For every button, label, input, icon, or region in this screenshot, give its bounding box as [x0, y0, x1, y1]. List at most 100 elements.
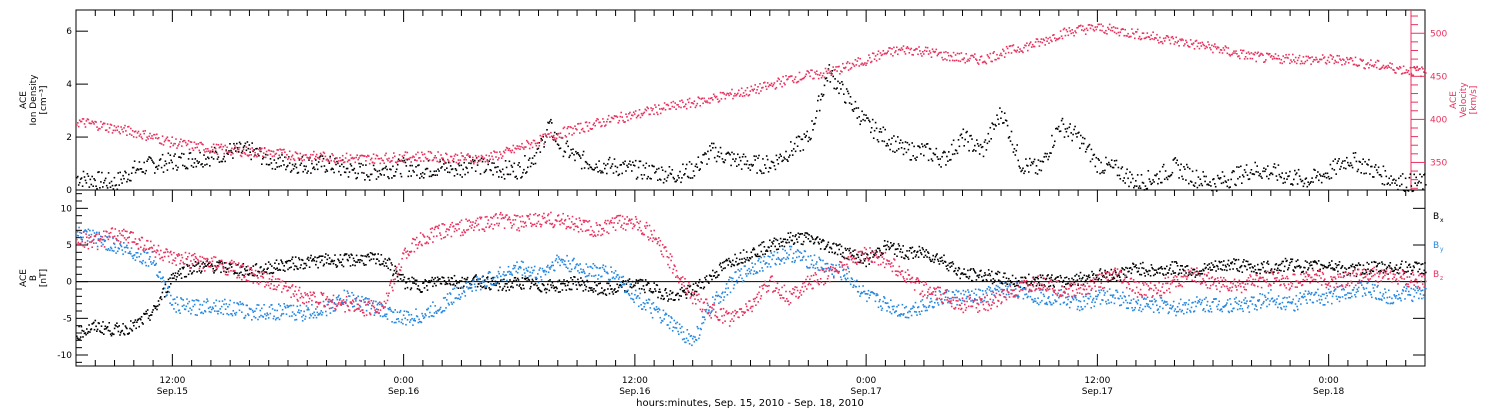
by-point	[106, 249, 109, 251]
velocity-point	[419, 157, 421, 159]
density-point	[400, 175, 403, 178]
density-point	[790, 141, 792, 143]
density-point	[209, 165, 211, 167]
density-point	[1140, 174, 1143, 176]
bx-point	[574, 280, 577, 283]
density-point	[376, 170, 379, 173]
velocity-point	[1419, 67, 1421, 70]
by-point	[117, 247, 120, 249]
density-point	[1359, 161, 1362, 163]
density-point	[576, 152, 578, 155]
bx-point	[682, 291, 685, 293]
velocity-point	[1024, 44, 1026, 47]
density-point	[685, 163, 688, 166]
bx-point	[926, 256, 928, 258]
density-point	[1164, 170, 1167, 172]
density-point	[977, 145, 980, 147]
bx-point	[587, 290, 590, 292]
density-point	[1419, 173, 1421, 176]
bx-point	[1221, 269, 1224, 271]
velocity-point	[1073, 34, 1075, 37]
velocity-point	[1222, 47, 1225, 49]
density-point	[677, 174, 679, 177]
density-point	[353, 167, 356, 170]
velocity-point	[349, 154, 352, 156]
bx-point	[564, 283, 566, 285]
density-point	[893, 135, 895, 137]
velocity-point	[833, 69, 835, 71]
density-point	[434, 174, 436, 176]
bx-point	[977, 274, 979, 277]
bx-point	[475, 274, 477, 276]
bx-point	[1378, 262, 1381, 264]
density-point	[279, 156, 281, 159]
density-point	[284, 156, 286, 158]
bx-point	[320, 255, 322, 257]
density-point	[186, 167, 189, 170]
density-point	[1339, 168, 1341, 170]
density-point	[490, 169, 492, 172]
velocity-point	[632, 114, 634, 117]
density-point	[1254, 161, 1256, 164]
velocity-point	[854, 59, 857, 61]
bx-point	[1364, 272, 1366, 275]
bx-point	[1151, 266, 1153, 269]
density-point	[139, 168, 142, 170]
density-point	[787, 160, 789, 162]
density-point	[1108, 163, 1111, 166]
density-point	[1197, 176, 1200, 178]
velocity-point	[1228, 53, 1230, 56]
bx-point	[983, 274, 985, 277]
density-point	[674, 180, 676, 183]
density-tick-label: 6	[66, 27, 72, 37]
velocity-point	[676, 103, 678, 106]
by-point	[336, 298, 339, 301]
density-point	[802, 149, 805, 151]
density-point	[640, 174, 643, 176]
density-point	[1409, 173, 1412, 175]
velocity-point	[1043, 39, 1045, 42]
bx-point	[1079, 271, 1082, 274]
bx-point	[76, 337, 79, 339]
by-point	[330, 307, 332, 309]
bx-point	[1410, 273, 1412, 275]
bx-point	[1273, 268, 1276, 271]
velocity-point	[872, 52, 875, 55]
bx-point	[843, 256, 845, 259]
velocity-point	[283, 148, 285, 151]
bx-point	[574, 276, 576, 278]
velocity-point	[448, 161, 451, 164]
velocity-point	[812, 77, 814, 80]
velocity-point	[381, 159, 384, 161]
by-point	[252, 311, 255, 313]
bx-point	[428, 280, 430, 282]
density-point	[1242, 175, 1245, 178]
bx-point	[1357, 262, 1360, 264]
velocity-point	[1259, 54, 1261, 56]
by-point	[272, 317, 275, 320]
density-point	[580, 167, 583, 170]
velocity-point	[409, 156, 411, 159]
velocity-point	[394, 155, 396, 158]
velocity-point	[785, 75, 787, 77]
density-point	[710, 149, 712, 152]
density-point	[1399, 175, 1402, 177]
density-point	[697, 156, 700, 158]
density-point	[668, 166, 671, 168]
density-point	[1249, 171, 1252, 174]
velocity-point	[1369, 63, 1371, 66]
density-point	[1166, 178, 1169, 181]
bx-point	[1055, 277, 1057, 279]
velocity-point	[214, 147, 217, 150]
density-point	[232, 157, 234, 159]
ion-density-axis-label: ACE Ion Density [cm⁻³]	[19, 74, 49, 126]
bx-point	[1021, 276, 1024, 279]
velocity-point	[768, 84, 771, 86]
density-point	[649, 177, 651, 180]
bx-point	[382, 263, 384, 265]
velocity-point	[1274, 53, 1277, 55]
bx-point	[575, 284, 578, 286]
bx-point	[196, 271, 198, 273]
density-point	[932, 152, 935, 154]
velocity-point	[202, 143, 204, 146]
